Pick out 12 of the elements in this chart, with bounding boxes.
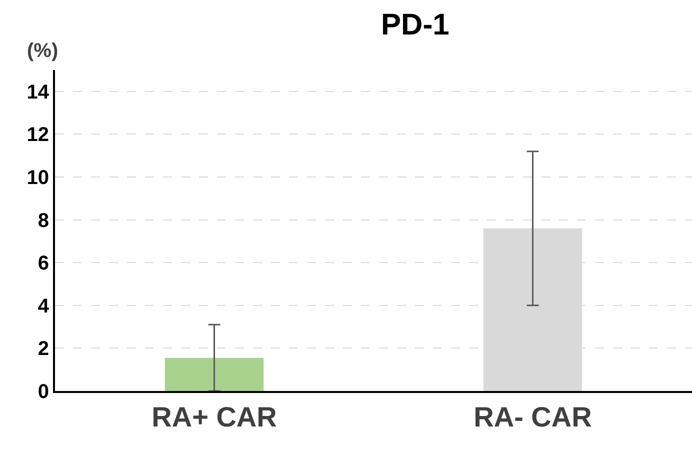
y-tick-label: 12: [26, 124, 49, 146]
y-tick-label: 14: [26, 81, 50, 104]
y-tick-label: 4: [38, 295, 50, 318]
y-tick-label: 2: [38, 338, 49, 360]
x-tick-label: RA+ CAR: [152, 402, 277, 433]
y-tick-label: 0: [38, 381, 49, 403]
y-tick-label: 6: [38, 252, 49, 275]
y-axis-title: (%): [27, 40, 58, 62]
y-tick-label: 10: [26, 167, 49, 189]
chart-title: PD-1: [381, 8, 450, 42]
x-tick-label: RA- CAR: [474, 402, 592, 433]
y-tick-label: 8: [38, 210, 49, 232]
